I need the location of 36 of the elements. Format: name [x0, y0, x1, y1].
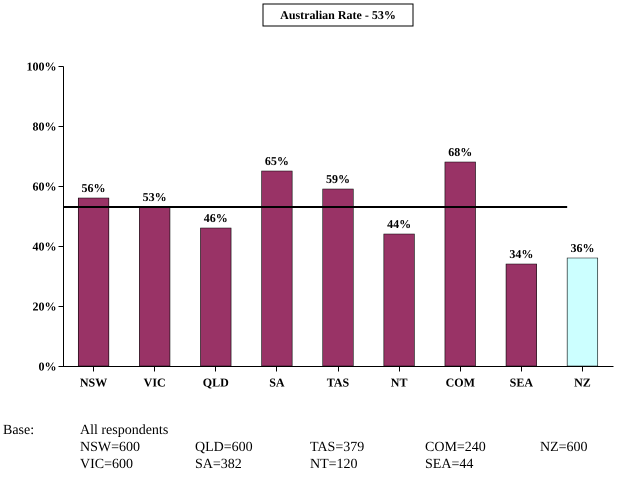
text: All respondents: [80, 423, 168, 438]
x-tick-label: VIC: [144, 376, 166, 390]
x-tick-label: TAS: [326, 376, 350, 390]
y-tick-label: 40%: [32, 240, 56, 254]
text: VIC=600: [80, 457, 134, 472]
data-label: 53%: [142, 190, 167, 204]
text: QLD=600: [195, 440, 253, 455]
text: SA=382: [195, 457, 242, 472]
data-label: 36%: [570, 241, 594, 255]
y-tick-label: 60%: [32, 180, 56, 194]
data-label: 56%: [82, 181, 106, 195]
x-tick-label: SEA: [510, 376, 534, 390]
ref-line-label: Australian Rate - 53%: [280, 8, 396, 22]
data-label: 44%: [387, 217, 412, 231]
text: NSW=600: [80, 440, 140, 455]
data-label: 59%: [326, 172, 350, 186]
y-tick-label: 0%: [38, 360, 56, 374]
text: SEA=44: [425, 457, 474, 472]
text: TAS=379: [310, 440, 364, 455]
text: Base:: [3, 423, 34, 438]
data-label: 34%: [509, 247, 534, 261]
y-tick-label: 100%: [26, 60, 56, 74]
data-label: 65%: [264, 154, 289, 168]
x-tick-label: COM: [446, 376, 475, 390]
data-label: 68%: [448, 145, 472, 159]
x-tick-label: NT: [390, 376, 408, 390]
text: NZ=600: [540, 440, 588, 455]
data-label: 46%: [204, 211, 228, 225]
x-tick-label: NSW: [80, 376, 108, 390]
text: COM=240: [425, 440, 486, 455]
y-tick-label: 20%: [32, 300, 56, 314]
text: NT=120: [310, 457, 358, 472]
x-tick-label: QLD: [202, 376, 230, 390]
y-tick-label: 80%: [32, 120, 56, 134]
x-tick-label: NZ: [574, 376, 591, 390]
x-tick-label: SA: [269, 376, 285, 390]
